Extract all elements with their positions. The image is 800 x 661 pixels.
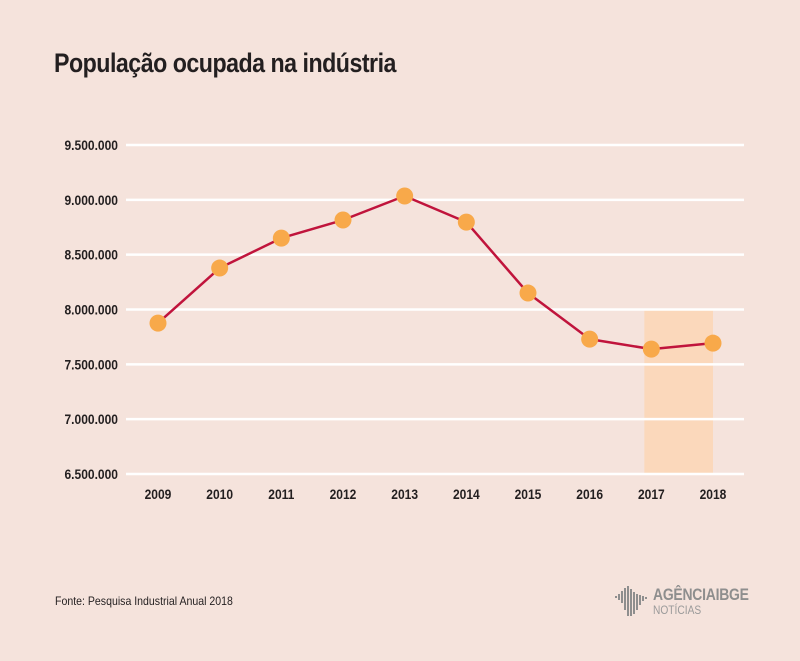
- y-tick-label: 7.000.000: [64, 411, 118, 427]
- data-point-2018: [704, 334, 722, 352]
- y-tick-label: 9.000.000: [64, 192, 118, 208]
- x-tick-label: 2010: [206, 486, 233, 502]
- x-tick-label: 2009: [145, 486, 172, 502]
- highlight-band-2017-2018: [644, 309, 713, 474]
- data-point-2016: [581, 330, 599, 348]
- x-tick-label: 2017: [638, 486, 665, 502]
- data-point-2011: [272, 229, 290, 247]
- data-point-2014: [457, 213, 475, 231]
- y-tick-label: 7.500.000: [64, 356, 118, 372]
- x-tick-label: 2012: [330, 486, 357, 502]
- x-tick-label: 2018: [700, 486, 727, 502]
- data-point-2017: [642, 340, 660, 358]
- agencia-ibge-logo: AGÊNCIAIBGE NOTÍCIAS: [615, 586, 770, 618]
- x-tick-label: 2016: [576, 486, 603, 502]
- logo-noticias-text: NOTÍCIAS: [653, 603, 702, 617]
- y-tick-label: 8.000.000: [64, 302, 118, 318]
- ibge-logo-icon: [615, 586, 647, 616]
- y-tick-label: 6.500.000: [64, 466, 118, 482]
- logo-ibge-text: IBGE: [715, 585, 749, 604]
- x-tick-label: 2014: [453, 486, 480, 502]
- data-point-2012: [334, 211, 352, 229]
- logo-agencia-text: AGÊNCIA: [653, 585, 716, 604]
- series-line: [157, 194, 714, 351]
- data-point-2009: [149, 314, 167, 332]
- data-point-2010: [211, 259, 229, 277]
- source-note: Fonte: Pesquisa Industrial Anual 2018: [55, 594, 233, 608]
- data-point-2015: [519, 284, 537, 302]
- y-tick-label: 8.500.000: [64, 247, 118, 263]
- data-point-2013: [396, 187, 414, 205]
- chart-title: População ocupada na indústria: [54, 48, 396, 78]
- y-tick-label: 9.500.000: [64, 137, 118, 153]
- x-tick-label: 2013: [391, 486, 418, 502]
- x-tick-label: 2015: [515, 486, 542, 502]
- x-tick-label: 2011: [268, 486, 294, 502]
